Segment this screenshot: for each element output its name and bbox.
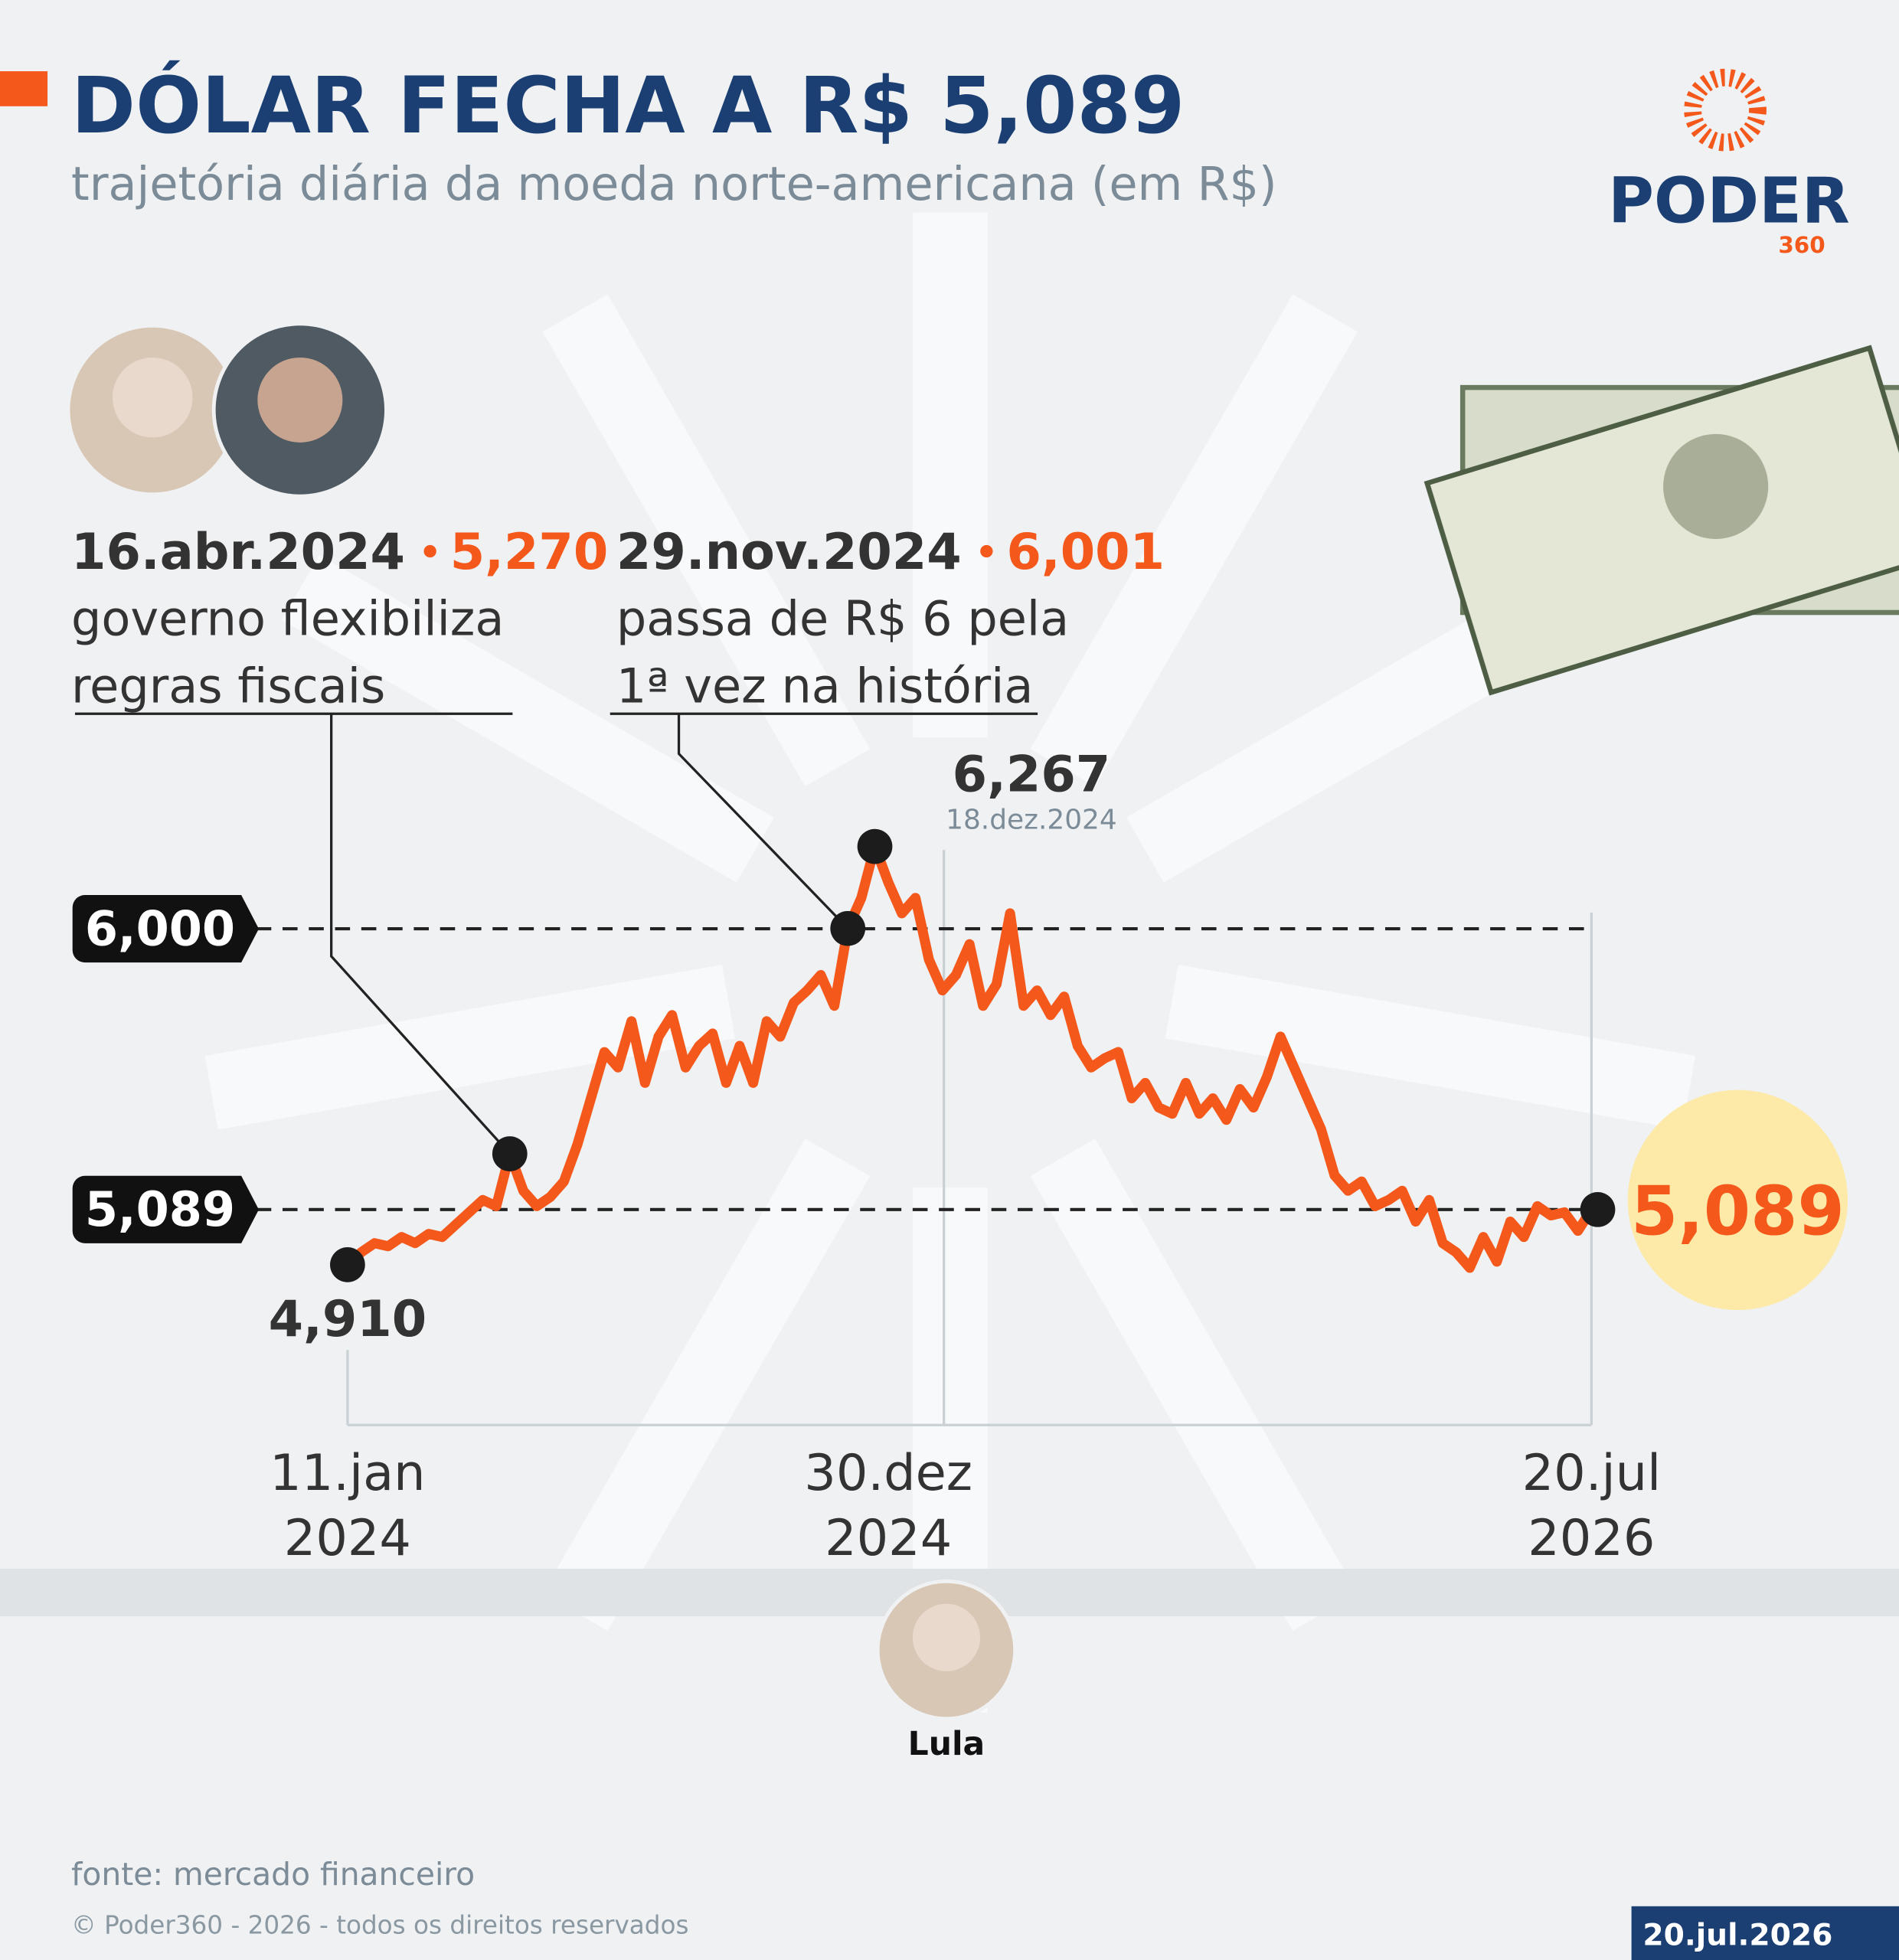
- copyright: © Poder360 - 2026 - todos os direitos re…: [71, 1911, 688, 1940]
- y-tick-label: 5,089: [85, 1181, 235, 1237]
- annotation-bullet: [423, 544, 436, 558]
- annotation-date: 29.nov.2024: [616, 523, 962, 581]
- subtitle: trajetória diária da moeda norte-america…: [71, 158, 1276, 211]
- point: [330, 1247, 365, 1282]
- y-tick-label: 6,000: [85, 900, 235, 956]
- point: [857, 828, 893, 864]
- title-accent: [0, 71, 48, 106]
- point: [830, 910, 866, 946]
- line: [342, 841, 1597, 1273]
- value-label: 4,910: [269, 1290, 427, 1348]
- point: [492, 1136, 528, 1171]
- logo-number: 360: [1778, 232, 1825, 258]
- peak-date: 18.dez.2024: [946, 804, 1117, 835]
- date-box: [1631, 1906, 1899, 1960]
- dollar-bills: [1423, 345, 1899, 696]
- annotation-bullet: [980, 544, 993, 558]
- annotation-text: governo flexibiliza: [71, 590, 504, 646]
- tick-badge: [72, 895, 259, 963]
- highlight-circle: [1627, 1089, 1848, 1311]
- annotation-text: passa de R$ 6 pela: [616, 590, 1069, 646]
- value-label: 6,267: [953, 745, 1111, 803]
- point: [1580, 1191, 1616, 1227]
- photos: [70, 322, 388, 498]
- date: 20.jul.2026: [1642, 1918, 1832, 1952]
- value-label: 6,001: [1006, 523, 1165, 581]
- annotation-text: regras fiscais: [71, 658, 385, 714]
- leader-line: [330, 714, 511, 1155]
- logo: PODER 360: [1608, 68, 1850, 258]
- tick-badge: [72, 1175, 259, 1243]
- person-face: [912, 1603, 980, 1671]
- leader-line: [677, 714, 849, 929]
- value-label: 5,270: [450, 523, 609, 581]
- x-tick-label: 20.jul 2026: [1522, 1444, 1662, 1567]
- x-tick-label: 30.dez 2024: [804, 1444, 972, 1567]
- source: fonte: mercado financeiro: [71, 1856, 475, 1893]
- person-name: Lula: [908, 1726, 985, 1763]
- annotation-date: 16.abr.2024: [71, 523, 405, 581]
- x-tick-label: 11.jan 2024: [270, 1444, 425, 1567]
- logo-name: PODER: [1608, 165, 1850, 238]
- annotation-text: 1ª vez na história: [616, 658, 1034, 714]
- title: DÓLAR FECHA A R$ 5,089: [71, 60, 1185, 151]
- value-label: 5,089: [1631, 1171, 1845, 1250]
